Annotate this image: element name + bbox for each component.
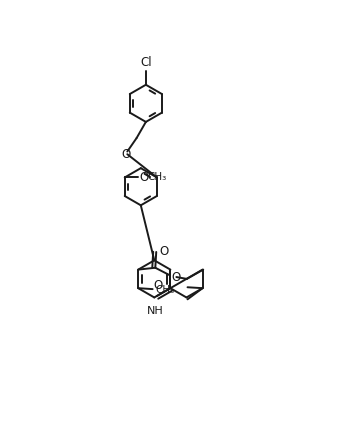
- Text: O: O: [172, 271, 181, 284]
- Text: O: O: [122, 148, 131, 161]
- Text: O: O: [153, 279, 162, 292]
- Text: NH: NH: [146, 306, 163, 316]
- Text: CH₃: CH₃: [147, 172, 166, 182]
- Text: CH₃: CH₃: [155, 285, 175, 295]
- Text: O: O: [139, 171, 148, 183]
- Text: Cl: Cl: [140, 56, 152, 69]
- Text: O: O: [159, 245, 168, 258]
